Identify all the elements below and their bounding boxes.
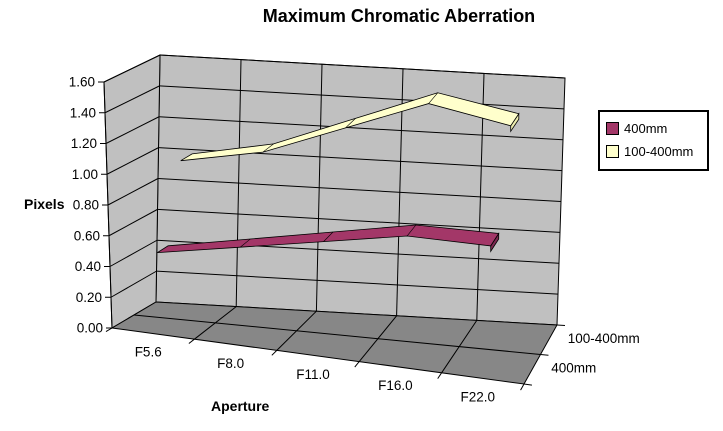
depth-axis-label: 400mm <box>551 360 596 375</box>
depth-axis-tick <box>523 383 532 386</box>
side-wall-gridline <box>109 239 158 267</box>
back-wall-gridline <box>158 116 564 141</box>
back-wall-gridline <box>159 54 566 79</box>
x-axis-title: Aperture <box>211 398 270 414</box>
back-wall-vertical-gridline <box>315 64 323 312</box>
side-wall-gridline <box>107 178 159 206</box>
y-tick-label: 1.60 <box>69 75 95 90</box>
x-axis-tick <box>188 338 195 344</box>
side-wall <box>103 54 161 329</box>
ribbon-fold <box>262 143 274 153</box>
x-axis-tick <box>105 327 113 332</box>
floor-series-divider <box>133 314 541 355</box>
x-axis-tick <box>271 350 278 356</box>
x-axis-tick <box>520 383 525 391</box>
ribbon-fold <box>428 92 438 104</box>
ribbon-fold <box>406 224 417 237</box>
legend-label: 400mm <box>624 121 668 136</box>
ribbon-fold <box>323 231 334 242</box>
x-category-label: F8.0 <box>217 356 244 371</box>
legend-swatch <box>606 145 619 158</box>
y-tick-label: 1.40 <box>70 105 96 120</box>
side-wall-gridline <box>103 54 161 83</box>
back-wall-gridline <box>159 85 565 110</box>
y-tick-label: 0.60 <box>74 228 100 243</box>
y-tick-label: 0.80 <box>73 198 99 213</box>
back-wall-gridline <box>156 270 559 295</box>
depth-axis-tick <box>540 354 549 356</box>
depth-axis-label: 100-400mm <box>568 331 640 346</box>
ribbon-fold <box>345 118 356 129</box>
side-wall-gridline <box>108 208 158 237</box>
y-tick-label: 0.40 <box>75 259 101 274</box>
side-wall-gridline <box>104 85 160 114</box>
legend-swatch <box>606 122 619 135</box>
series-ribbon-400mm <box>157 224 500 253</box>
legend-item-100-400mm: 100-400mm <box>606 140 707 163</box>
ribbon-fold <box>240 238 251 248</box>
y-axis-title: Pixels <box>24 196 65 212</box>
y-tick-label: 1.00 <box>72 167 98 182</box>
y-tick-label: 0.00 <box>77 321 103 336</box>
side-wall-gridline <box>106 147 159 175</box>
chart-title: Maximum Chromatic Aberration <box>262 6 536 26</box>
side-wall-gridline <box>110 270 157 298</box>
back-wall-vertical-gridline <box>235 59 242 307</box>
x-axis-tick <box>437 372 443 379</box>
x-category-label: F16.0 <box>378 378 413 393</box>
x-axis-tick <box>354 361 360 368</box>
legend-label: 100-400mm <box>624 144 694 159</box>
legend-item-400mm: 400mm <box>606 117 707 140</box>
x-category-label: F22.0 <box>461 389 496 404</box>
side-wall-gridline <box>105 116 160 144</box>
back-wall-gridline <box>157 178 562 202</box>
y-tick-label: 1.20 <box>71 136 97 151</box>
series-ribbon-100-400mm <box>180 92 520 162</box>
x-category-label: F5.6 <box>135 345 162 360</box>
legend: 400mm 100-400mm <box>598 110 709 171</box>
back-wall-gridline <box>157 208 561 233</box>
y-tick-label: 0.20 <box>76 290 102 305</box>
x-category-label: F11.0 <box>296 367 330 382</box>
